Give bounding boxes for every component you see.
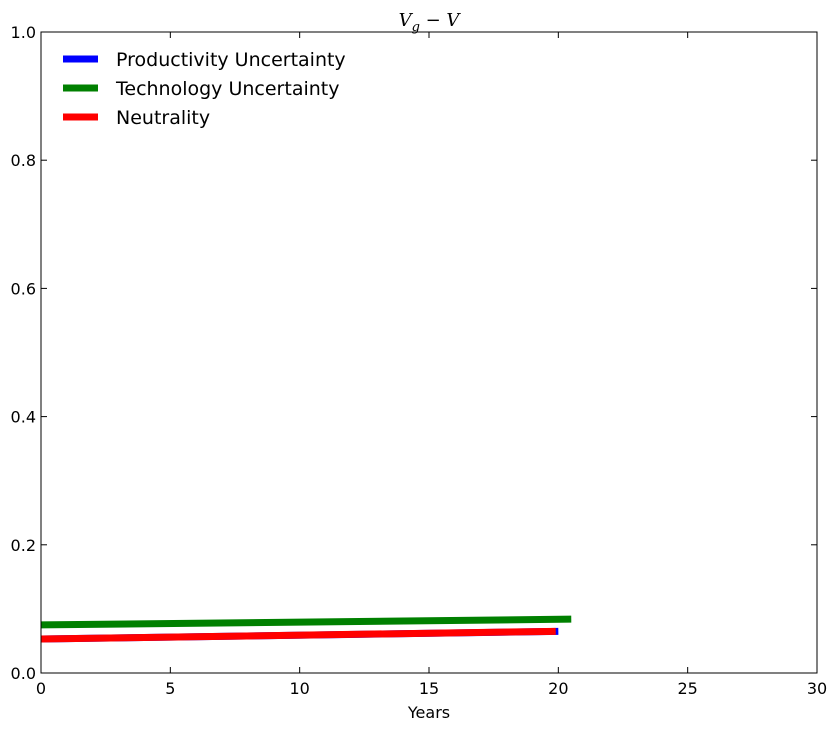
x-tick-label: 20 xyxy=(548,679,568,698)
legend-label-productivity-uncertainty: Productivity Uncertainty xyxy=(116,49,346,71)
x-tick-label: 5 xyxy=(165,679,175,698)
axis-ticks: 0 5 10 15 20 25 30 0.0 0.2 0.4 0.6 0.8 1.0 xyxy=(11,23,828,698)
y-tick-label: 0.0 xyxy=(11,664,36,683)
x-tick-label: 30 xyxy=(807,679,827,698)
chart-title: Vg − V xyxy=(399,10,462,35)
series-line-neutrality xyxy=(40,627,556,643)
series-line-technology-uncertainty xyxy=(40,615,572,629)
y-tick-label: 0.8 xyxy=(11,151,36,170)
y-tick-label: 0.4 xyxy=(11,408,36,427)
y-tick-label: 0.2 xyxy=(11,536,36,555)
legend-label-technology-uncertainty: Technology Uncertainty xyxy=(115,78,339,100)
x-tick-label: 0 xyxy=(36,679,46,698)
y-tick-label: 1.0 xyxy=(11,23,36,42)
chart-title-text: Vg − V xyxy=(399,10,462,35)
x-tick-label: 15 xyxy=(419,679,439,698)
x-tick-label: 25 xyxy=(677,679,697,698)
x-axis-label: Years xyxy=(407,703,450,722)
x-tick-label: 10 xyxy=(289,679,309,698)
y-tick-label: 0.6 xyxy=(11,279,36,298)
series-group xyxy=(40,615,572,643)
legend: Productivity Uncertainty Technology Uncer… xyxy=(63,49,346,129)
legend-label-neutrality: Neutrality xyxy=(116,107,210,129)
